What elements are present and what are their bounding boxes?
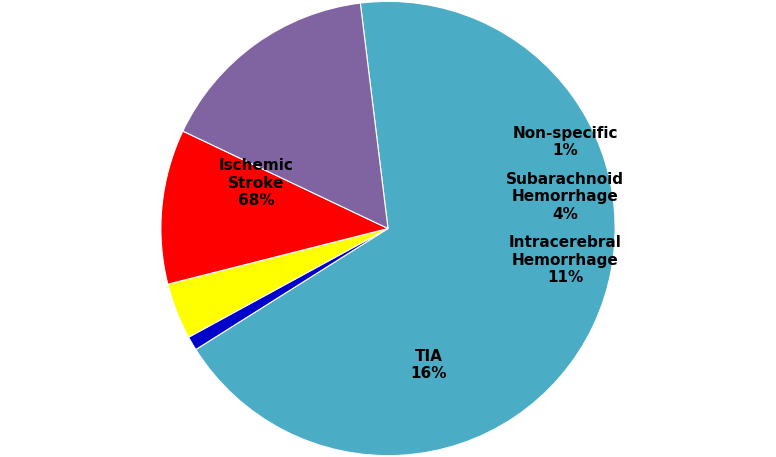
Wedge shape (183, 3, 388, 228)
Wedge shape (161, 131, 388, 284)
Wedge shape (168, 228, 388, 337)
Text: TIA
16%: TIA 16% (411, 349, 447, 381)
Text: Ischemic
Stroke
68%: Ischemic Stroke 68% (219, 158, 293, 208)
Text: Intracerebral
Hemorrhage
11%: Intracerebral Hemorrhage 11% (509, 235, 622, 285)
Wedge shape (196, 1, 615, 456)
Wedge shape (189, 228, 388, 350)
Text: Subarachnoid
Hemorrhage
4%: Subarachnoid Hemorrhage 4% (506, 172, 624, 222)
Text: Non-specific
1%: Non-specific 1% (512, 126, 618, 159)
